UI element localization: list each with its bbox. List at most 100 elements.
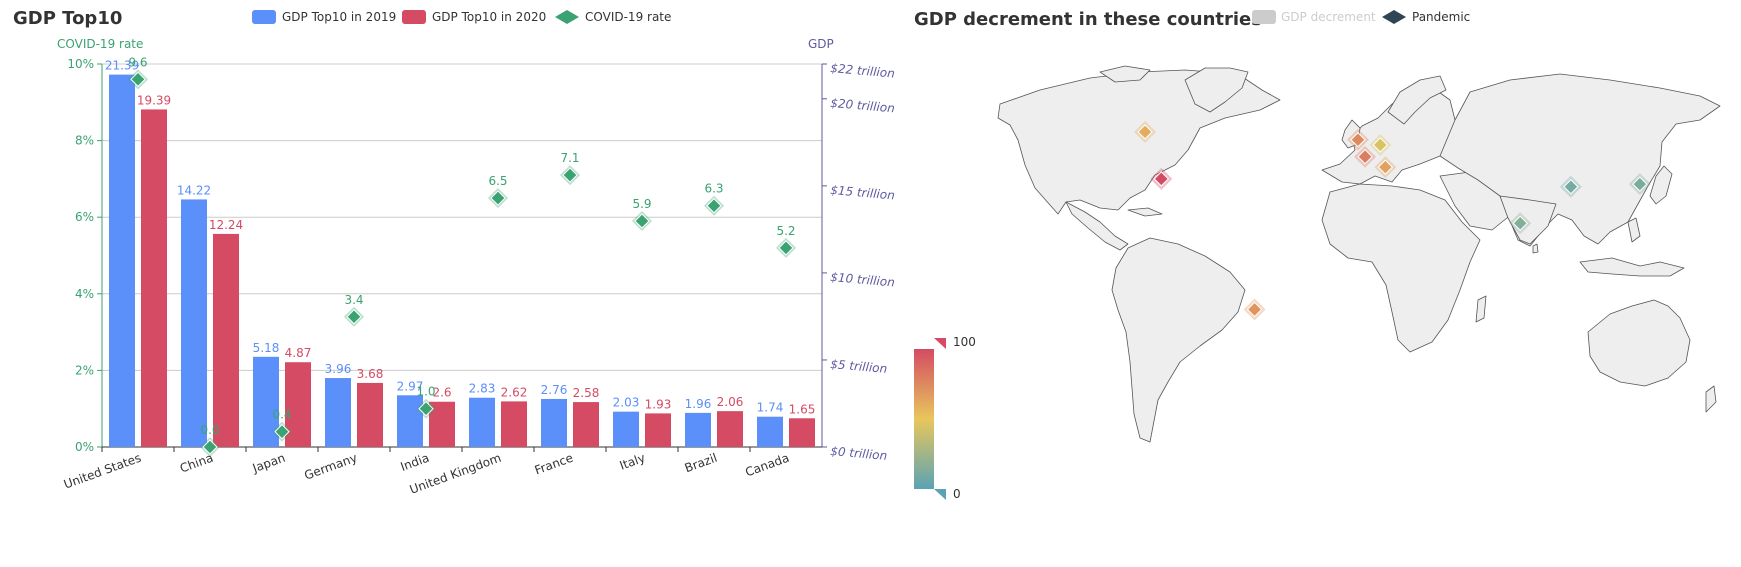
bar-2019[interactable] xyxy=(613,411,639,447)
bar-2019[interactable] xyxy=(181,199,207,447)
category-label: France xyxy=(533,451,575,478)
legend-label-gdp-decrement: GDP decrement xyxy=(1281,10,1376,24)
map-sri-lanka xyxy=(1532,243,1539,254)
visual-map-min-handle[interactable] xyxy=(934,489,946,500)
covid-value-label: 1.0 xyxy=(416,385,435,399)
legend-swatch-gdp-decrement xyxy=(1252,10,1276,24)
covid-marker[interactable] xyxy=(130,71,146,88)
visual-map[interactable]: 100 0 xyxy=(914,335,976,501)
chart-title: GDP Top10 xyxy=(13,8,122,29)
covid-marker[interactable] xyxy=(778,240,794,256)
bar-value-label: 14.22 xyxy=(177,183,211,197)
category-labels: United States China Japan Germany IndiaUnite… xyxy=(62,447,791,497)
map-marker[interactable] xyxy=(1357,148,1373,165)
map-japan xyxy=(1649,165,1673,205)
map-south-america xyxy=(1111,237,1246,443)
axis-lines xyxy=(101,64,823,448)
map-india-landmass xyxy=(1499,195,1557,245)
covid-marker[interactable] xyxy=(490,190,506,206)
map-marker[interactable] xyxy=(1350,132,1366,148)
covid-value-label: 6.5 xyxy=(488,174,507,188)
map-marker[interactable] xyxy=(1137,124,1153,140)
bar-2019[interactable] xyxy=(397,395,423,447)
bar-2020[interactable] xyxy=(645,413,671,447)
bar-2020[interactable] xyxy=(141,109,167,447)
bar-value-label: 5.18 xyxy=(253,341,280,355)
bar-2020[interactable] xyxy=(285,362,311,447)
map-arctic-islands xyxy=(1099,65,1151,83)
bars-layer xyxy=(109,74,815,448)
bar-value-label: 2.76 xyxy=(541,383,568,397)
category-label: Japan xyxy=(250,451,287,476)
legend-item-covid[interactable]: COVID-19 rate xyxy=(555,10,671,24)
covid-marker[interactable] xyxy=(562,167,578,183)
left-axis-name: COVID-19 rate xyxy=(57,37,143,51)
bar-2019[interactable] xyxy=(757,416,783,447)
map-marker[interactable] xyxy=(1512,215,1528,231)
legend-swatch-2020 xyxy=(402,10,426,24)
covid-marker[interactable] xyxy=(706,198,722,214)
legend-item-gdp-decrement[interactable]: GDP decrement xyxy=(1252,10,1376,24)
bar-value-label: 4.87 xyxy=(285,346,312,360)
legend-item-pandemic[interactable]: Pandemic xyxy=(1382,10,1470,24)
left-tick-label: 4% xyxy=(75,287,94,301)
bar-value-label: 2.06 xyxy=(717,395,744,409)
left-axis-ticks: 0% 2% 4% 6% 8% 10% xyxy=(67,57,102,454)
map-madagascar xyxy=(1475,295,1487,323)
map-legend: GDP decrement Pandemic xyxy=(1252,10,1470,24)
bar-2019[interactable] xyxy=(541,398,567,447)
bar-2019[interactable] xyxy=(109,74,135,448)
legend-item-2019[interactable]: GDP Top10 in 2019 xyxy=(252,10,396,24)
bar-2020[interactable] xyxy=(789,418,815,447)
bar-2020[interactable] xyxy=(213,233,239,447)
covid-marker[interactable] xyxy=(274,423,290,440)
map-marker[interactable] xyxy=(1563,179,1579,195)
legend-swatch-covid xyxy=(555,10,579,24)
map-marker[interactable] xyxy=(1153,171,1169,187)
covid-marker[interactable] xyxy=(202,439,218,455)
visual-map-bar xyxy=(914,349,934,489)
map-marker[interactable] xyxy=(1372,137,1388,153)
covid-marker[interactable] xyxy=(418,400,434,417)
map-marker[interactable] xyxy=(1246,301,1263,318)
left-tick-label: 0% xyxy=(75,440,94,454)
bar-2020[interactable] xyxy=(357,382,383,447)
bar-2020[interactable] xyxy=(501,401,527,447)
map-africa xyxy=(1321,183,1481,353)
bar-value-label: 2.03 xyxy=(613,396,640,410)
map-australia xyxy=(1587,299,1691,387)
bar-value-label: 1.93 xyxy=(645,397,672,411)
map-markers xyxy=(1134,120,1651,321)
bar-2019[interactable] xyxy=(469,397,495,447)
bar-value-label: 2.83 xyxy=(469,382,496,396)
covid-value-label: 7.1 xyxy=(560,151,579,165)
map-central-america xyxy=(1065,201,1129,251)
bar-value-label: 1.74 xyxy=(757,401,784,415)
bar-value-labels: 21.39 19.39 14.22 12.24 5.18 4.87 3.96 3.68 2.97… xyxy=(105,59,816,417)
world-map[interactable] xyxy=(997,65,1721,443)
map-new-zealand xyxy=(1705,385,1717,413)
covid-value-label: 0.0 xyxy=(200,423,219,437)
category-label: United States xyxy=(62,451,143,492)
bar-2020[interactable] xyxy=(429,401,455,447)
category-label: Brazil xyxy=(683,451,719,476)
map-marker[interactable] xyxy=(1377,159,1394,175)
right-tick-label: $10 trillion xyxy=(830,270,896,290)
bar-2019[interactable] xyxy=(325,378,351,447)
bar-2020[interactable] xyxy=(573,402,599,447)
map-marker[interactable] xyxy=(1632,176,1648,192)
visual-map-max-handle[interactable] xyxy=(934,338,946,349)
right-axis-ticks: $0 trillion $5 trillion $10 trillion $15 tr… xyxy=(822,61,895,463)
gdp-decrement-map: GDP decrement in these countries GDP dec… xyxy=(914,9,1721,501)
legend-label-2019: GDP Top10 in 2019 xyxy=(282,10,396,24)
legend-item-2020[interactable]: GDP Top10 in 2020 xyxy=(402,10,546,24)
bar-2020[interactable] xyxy=(717,411,743,447)
right-axis-name: GDP xyxy=(808,37,834,51)
covid-marker[interactable] xyxy=(634,213,650,229)
bar-value-label: 12.24 xyxy=(209,218,243,232)
right-tick-label: $15 trillion xyxy=(830,183,896,203)
covid-marker[interactable] xyxy=(346,309,362,325)
bar-2019[interactable] xyxy=(685,412,711,447)
right-tick-label: $0 trillion xyxy=(830,444,888,463)
